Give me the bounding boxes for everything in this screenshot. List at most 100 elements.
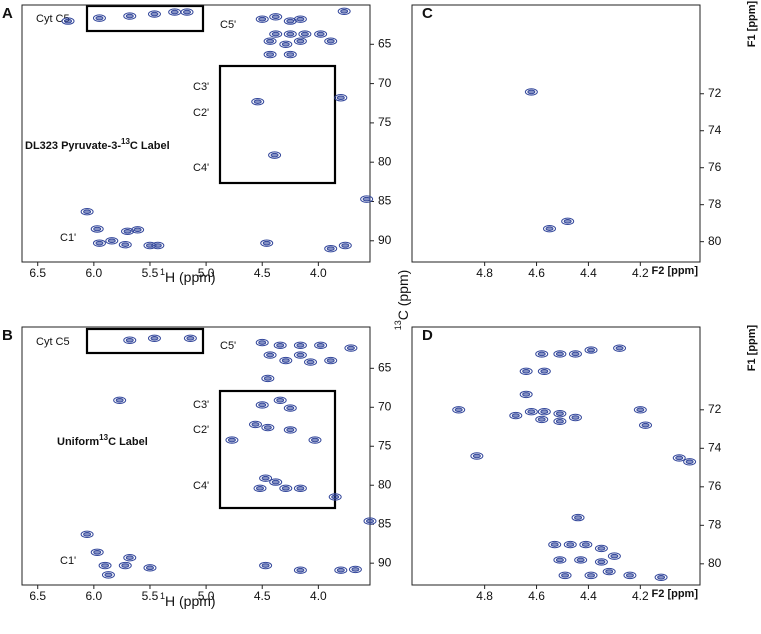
- peak-outer: [363, 517, 377, 525]
- peak-outer: [535, 415, 549, 424]
- peak-inner: [150, 11, 159, 17]
- peak-inner: [125, 555, 134, 561]
- peak-inner: [121, 242, 130, 248]
- peak-inner: [597, 559, 606, 565]
- peak-inner: [125, 13, 134, 19]
- peak-outer: [123, 554, 137, 562]
- peak-outer: [509, 411, 523, 420]
- peak-inner: [587, 573, 596, 578]
- peak-inner: [186, 336, 195, 341]
- peak-outer: [118, 241, 132, 249]
- peak-inner: [153, 243, 162, 248]
- peak-outer: [328, 493, 342, 501]
- peak-outer: [524, 88, 538, 96]
- peak-outer: [121, 227, 135, 236]
- peak-inner: [581, 542, 590, 547]
- peak-inner: [545, 226, 554, 232]
- peak-inner: [566, 542, 575, 547]
- peak-outer: [452, 406, 466, 414]
- plot-frame: [21, 326, 371, 586]
- peak-inner: [685, 459, 694, 465]
- condition-label: Uniform13C Label: [57, 433, 148, 448]
- peak-outer: [602, 567, 616, 576]
- annotation: C3': [193, 399, 209, 411]
- x-tick-label: 5.5: [142, 589, 159, 603]
- peak-inner: [123, 229, 132, 234]
- peak-outer: [283, 426, 297, 434]
- x-tick-label: 4.4: [580, 266, 597, 280]
- annotation: C2': [193, 424, 209, 436]
- peak-outer: [639, 421, 653, 429]
- peak-outer: [519, 367, 533, 375]
- peak-outer: [584, 346, 598, 354]
- y-tick-label: 80: [378, 477, 392, 491]
- peak-outer: [607, 552, 621, 560]
- peak-outer: [261, 423, 275, 432]
- panel-letter: A: [2, 5, 13, 22]
- peak-outer: [314, 30, 328, 38]
- panel-letter: C: [422, 5, 433, 22]
- peak-inner: [340, 8, 349, 14]
- y-tick-label: 76: [708, 479, 722, 493]
- peak-inner: [263, 425, 272, 430]
- peak-inner: [537, 351, 546, 357]
- peak-inner: [150, 336, 159, 341]
- peak-inner: [101, 563, 110, 568]
- peak-inner: [615, 345, 624, 351]
- region-box: [85, 4, 205, 33]
- peak-outer: [80, 208, 94, 216]
- peak-outer: [225, 436, 239, 444]
- y-tick-label: 80: [378, 154, 392, 168]
- peak-inner: [281, 41, 290, 47]
- peak-inner: [316, 343, 325, 348]
- peak-outer: [623, 571, 637, 580]
- peak-inner: [306, 359, 315, 365]
- plot-frame: [411, 326, 701, 586]
- peak-outer: [283, 404, 297, 412]
- peak-outer: [255, 401, 269, 409]
- x-tick-label: 4.2: [632, 589, 649, 603]
- peak-inner: [300, 31, 309, 37]
- peak-outer: [298, 30, 312, 38]
- peak-outer: [183, 334, 197, 343]
- peak-inner: [95, 240, 104, 246]
- peak-outer: [123, 12, 137, 20]
- peak-outer: [61, 17, 75, 25]
- label-part: C (ppm): [395, 270, 411, 321]
- annotation: C1': [60, 232, 76, 244]
- peak-outer: [279, 40, 293, 48]
- peak-outer: [283, 17, 297, 25]
- peak-inner: [286, 31, 295, 37]
- x-tick-label: 6.0: [86, 589, 103, 603]
- peak-outer: [248, 420, 262, 429]
- peak-outer: [255, 338, 269, 347]
- annotation: C4': [193, 162, 209, 174]
- peak-outer: [548, 540, 562, 549]
- peak-inner: [537, 417, 546, 422]
- peak-inner: [522, 368, 531, 374]
- peak-inner: [251, 422, 260, 427]
- peak-inner: [83, 532, 92, 537]
- y-tick-label: 85: [378, 516, 392, 530]
- peak-outer: [90, 548, 104, 556]
- peak-inner: [351, 567, 360, 572]
- peak-outer: [594, 544, 608, 553]
- peak-inner: [346, 345, 355, 351]
- peak-outer: [568, 350, 582, 358]
- peak-inner: [310, 437, 319, 443]
- peak-inner: [472, 453, 481, 459]
- y-tick-label: 76: [708, 160, 722, 174]
- x-tick-label: 4.0: [310, 266, 327, 280]
- y-tick-label: 78: [708, 197, 722, 211]
- peak-outer: [553, 350, 567, 358]
- peak-inner: [454, 407, 463, 413]
- peak-outer: [558, 571, 572, 580]
- peak-inner: [296, 343, 305, 348]
- condition-label: DL323 Pyruvate-3-13C Label: [25, 137, 170, 152]
- peak-inner: [657, 574, 666, 580]
- x-tick-label: 6.5: [29, 266, 46, 280]
- peak-outer: [568, 413, 582, 422]
- peak-outer: [151, 241, 165, 250]
- peak-inner: [263, 376, 272, 381]
- peak-inner: [83, 209, 92, 215]
